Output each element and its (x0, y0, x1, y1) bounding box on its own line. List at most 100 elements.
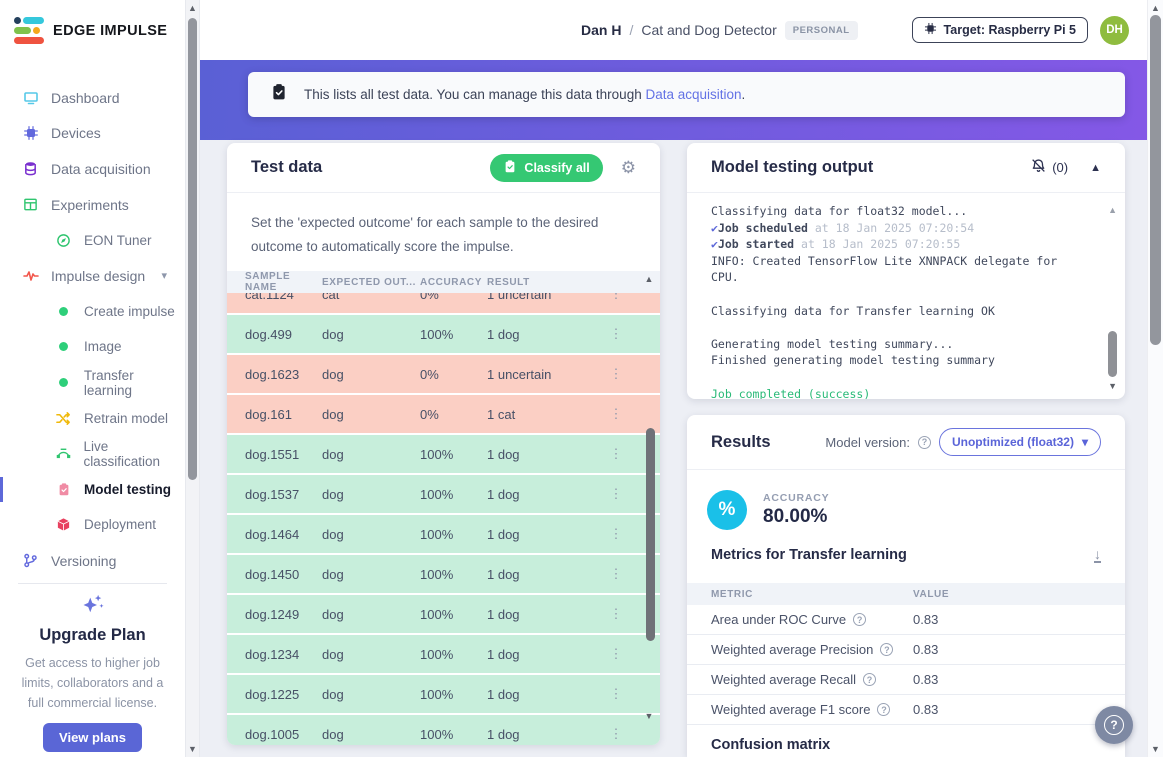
table-row[interactable]: dog.1249 dog 100% 1 dog ⋮ (227, 595, 660, 633)
kebab-menu-icon[interactable]: ⋮ (609, 446, 623, 461)
help-button[interactable]: ? (1095, 706, 1133, 744)
sidebar-scrollbar[interactable]: ▲ ▼ (185, 0, 200, 757)
sidebar-item-label: Create impulse (84, 303, 175, 319)
metric-label: Weighted average Recall (711, 672, 857, 687)
clipboard-icon (503, 159, 517, 177)
table-row[interactable]: dog.1537 dog 100% 1 dog ⋮ (227, 475, 660, 513)
cell-result: 1 dog (487, 446, 520, 462)
table-row[interactable]: dog.1464 dog 100% 1 dog ⋮ (227, 515, 660, 553)
scroll-down-icon[interactable]: ▼ (1151, 744, 1160, 754)
notifications-toggle[interactable]: (0) (1030, 158, 1068, 178)
table-row[interactable]: dog.1234 dog 100% 1 dog ⋮ (227, 635, 660, 673)
kebab-menu-icon[interactable]: ⋮ (609, 606, 623, 621)
table-row[interactable]: dog.161 dog 0% 1 cat ⋮ (227, 395, 660, 433)
sidebar-item-label: Versioning (51, 552, 117, 569)
cell-accuracy: 100% (420, 566, 454, 582)
test-data-header: Test data Classify all ⚙ (227, 143, 660, 193)
table-row[interactable]: cat.1124 cat 0% 1 uncertain ⋮ (227, 293, 660, 313)
bell-slash-icon (1030, 158, 1047, 178)
scroll-up-icon[interactable]: ▲ (188, 3, 197, 13)
kebab-menu-icon[interactable]: ⋮ (609, 406, 623, 421)
sidebar-item-data-acquisition[interactable]: Data acquisition (0, 151, 185, 187)
kebab-menu-icon[interactable]: ⋮ (609, 646, 623, 661)
target-device-button[interactable]: Target: Raspberry Pi 5 (911, 17, 1088, 43)
classify-all-button[interactable]: Classify all (490, 153, 603, 182)
kebab-menu-icon[interactable]: ⋮ (609, 526, 623, 541)
cell-expected: dog (322, 566, 344, 582)
metric-help-icon[interactable]: ? (877, 703, 891, 716)
cell-name: cat.1124 (245, 293, 294, 302)
clipboard-check-icon (270, 82, 288, 107)
table-row[interactable]: dog.499 dog 100% 1 dog ⋮ (227, 315, 660, 353)
cell-name: dog.161 (245, 406, 292, 422)
metric-help-icon[interactable]: ? (863, 673, 877, 686)
clipboard-icon (55, 482, 72, 497)
kebab-menu-icon[interactable]: ⋮ (609, 686, 623, 701)
log-scrollbar-thumb[interactable] (1108, 331, 1117, 377)
table-row[interactable]: dog.1623 dog 0% 1 uncertain ⋮ (227, 355, 660, 393)
table-row[interactable]: dog.1005 dog 100% 1 dog ⋮ (227, 715, 660, 745)
sidebar-item-versioning[interactable]: Versioning (0, 543, 185, 579)
log-scroll-up-icon[interactable]: ▲ (1108, 205, 1117, 215)
table-row[interactable]: dog.1450 dog 100% 1 dog ⋮ (227, 555, 660, 593)
sparkle-icon (79, 592, 106, 624)
sidebar-item-create-impulse[interactable]: Create impulse (0, 294, 185, 330)
view-plans-button[interactable]: View plans (43, 723, 142, 752)
avatar[interactable]: DH (1100, 15, 1129, 45)
confusion-matrix-title: Confusion matrix (711, 737, 831, 753)
metric-label: Weighted average F1 score (711, 702, 871, 717)
sidebar-item-transfer-learning[interactable]: Transfer learning (0, 365, 185, 401)
header-right: Target: Raspberry Pi 5 DH (911, 0, 1129, 60)
model-version-help-icon[interactable]: ? (917, 435, 931, 449)
percent-icon: % (707, 490, 747, 530)
chevron-down-icon: ▾ (1081, 435, 1088, 449)
model-version-value: Unoptimized (float32) (951, 435, 1074, 449)
cell-expected: dog (322, 326, 344, 342)
page-scrollbar-thumb[interactable] (1150, 15, 1161, 345)
page-scrollbar[interactable]: ▲ ▼ (1147, 0, 1163, 757)
sidebar-item-image[interactable]: Image (0, 329, 185, 365)
sidebar-item-model-testing[interactable]: Model testing (0, 472, 185, 508)
kebab-menu-icon[interactable]: ⋮ (609, 726, 623, 741)
breadcrumb-user[interactable]: Dan H (581, 22, 622, 38)
kebab-menu-icon[interactable]: ⋮ (609, 326, 623, 341)
job-log: Classifying data for float32 model... ✔Jo… (711, 203, 1091, 399)
sidebar-item-impulse-design[interactable]: Impulse design ▾ (0, 258, 185, 294)
sidebar-item-retrain-model[interactable]: Retrain model (0, 400, 185, 436)
model-version-dropdown[interactable]: Unoptimized (float32) ▾ (938, 428, 1101, 456)
cell-result: 1 dog (487, 726, 520, 742)
download-icon[interactable]: ↓ (1094, 545, 1101, 563)
scroll-up-icon[interactable]: ▲ (1151, 3, 1160, 13)
table-row[interactable]: dog.1225 dog 100% 1 dog ⋮ (227, 675, 660, 713)
sidebar-item-live-classification[interactable]: Live classification (0, 436, 185, 472)
data-acquisition-link[interactable]: Data acquisition (645, 87, 742, 102)
sidebar-item-devices[interactable]: Devices (0, 116, 185, 152)
kebab-menu-icon[interactable]: ⋮ (609, 486, 623, 501)
kebab-menu-icon[interactable]: ⋮ (609, 366, 623, 381)
sidebar-item-experiments[interactable]: Experiments (0, 187, 185, 223)
log-scroll-down-icon[interactable]: ▼ (1108, 381, 1117, 391)
table-row[interactable]: dog.1551 dog 100% 1 dog ⋮ (227, 435, 660, 473)
edge-impulse-logo[interactable]: EDGE IMPULSE (0, 0, 185, 44)
metric-help-icon[interactable]: ? (880, 643, 894, 656)
cell-expected: dog (322, 686, 344, 702)
chevron-down-icon[interactable]: ▾ (161, 270, 167, 283)
sidebar-item-deployment[interactable]: Deployment (0, 507, 185, 543)
table-scroll-up-icon[interactable]: ▲ (644, 274, 654, 284)
kebab-menu-icon[interactable]: ⋮ (609, 293, 623, 301)
kebab-menu-icon[interactable]: ⋮ (609, 566, 623, 581)
table-scrollbar-thumb[interactable] (646, 428, 655, 641)
metric-help-icon[interactable]: ? (853, 613, 867, 626)
cell-accuracy: 0% (420, 366, 439, 382)
sidebar-item-eon-tuner[interactable]: EON Tuner (0, 222, 185, 258)
sidebar-item-dashboard[interactable]: Dashboard (0, 80, 185, 116)
cell-result: 1 dog (487, 686, 520, 702)
gear-icon[interactable]: ⚙ (620, 157, 636, 177)
table-scroll-down-icon[interactable]: ▼ (644, 711, 654, 721)
metric-value: 0.83 (913, 672, 939, 687)
sidebar-scrollbar-thumb[interactable] (188, 18, 197, 480)
scroll-down-icon[interactable]: ▼ (188, 744, 197, 754)
breadcrumb-project[interactable]: Cat and Dog Detector (641, 22, 777, 38)
personal-badge: PERSONAL (784, 20, 858, 40)
collapse-panel-icon[interactable]: ▲ (1090, 161, 1101, 174)
